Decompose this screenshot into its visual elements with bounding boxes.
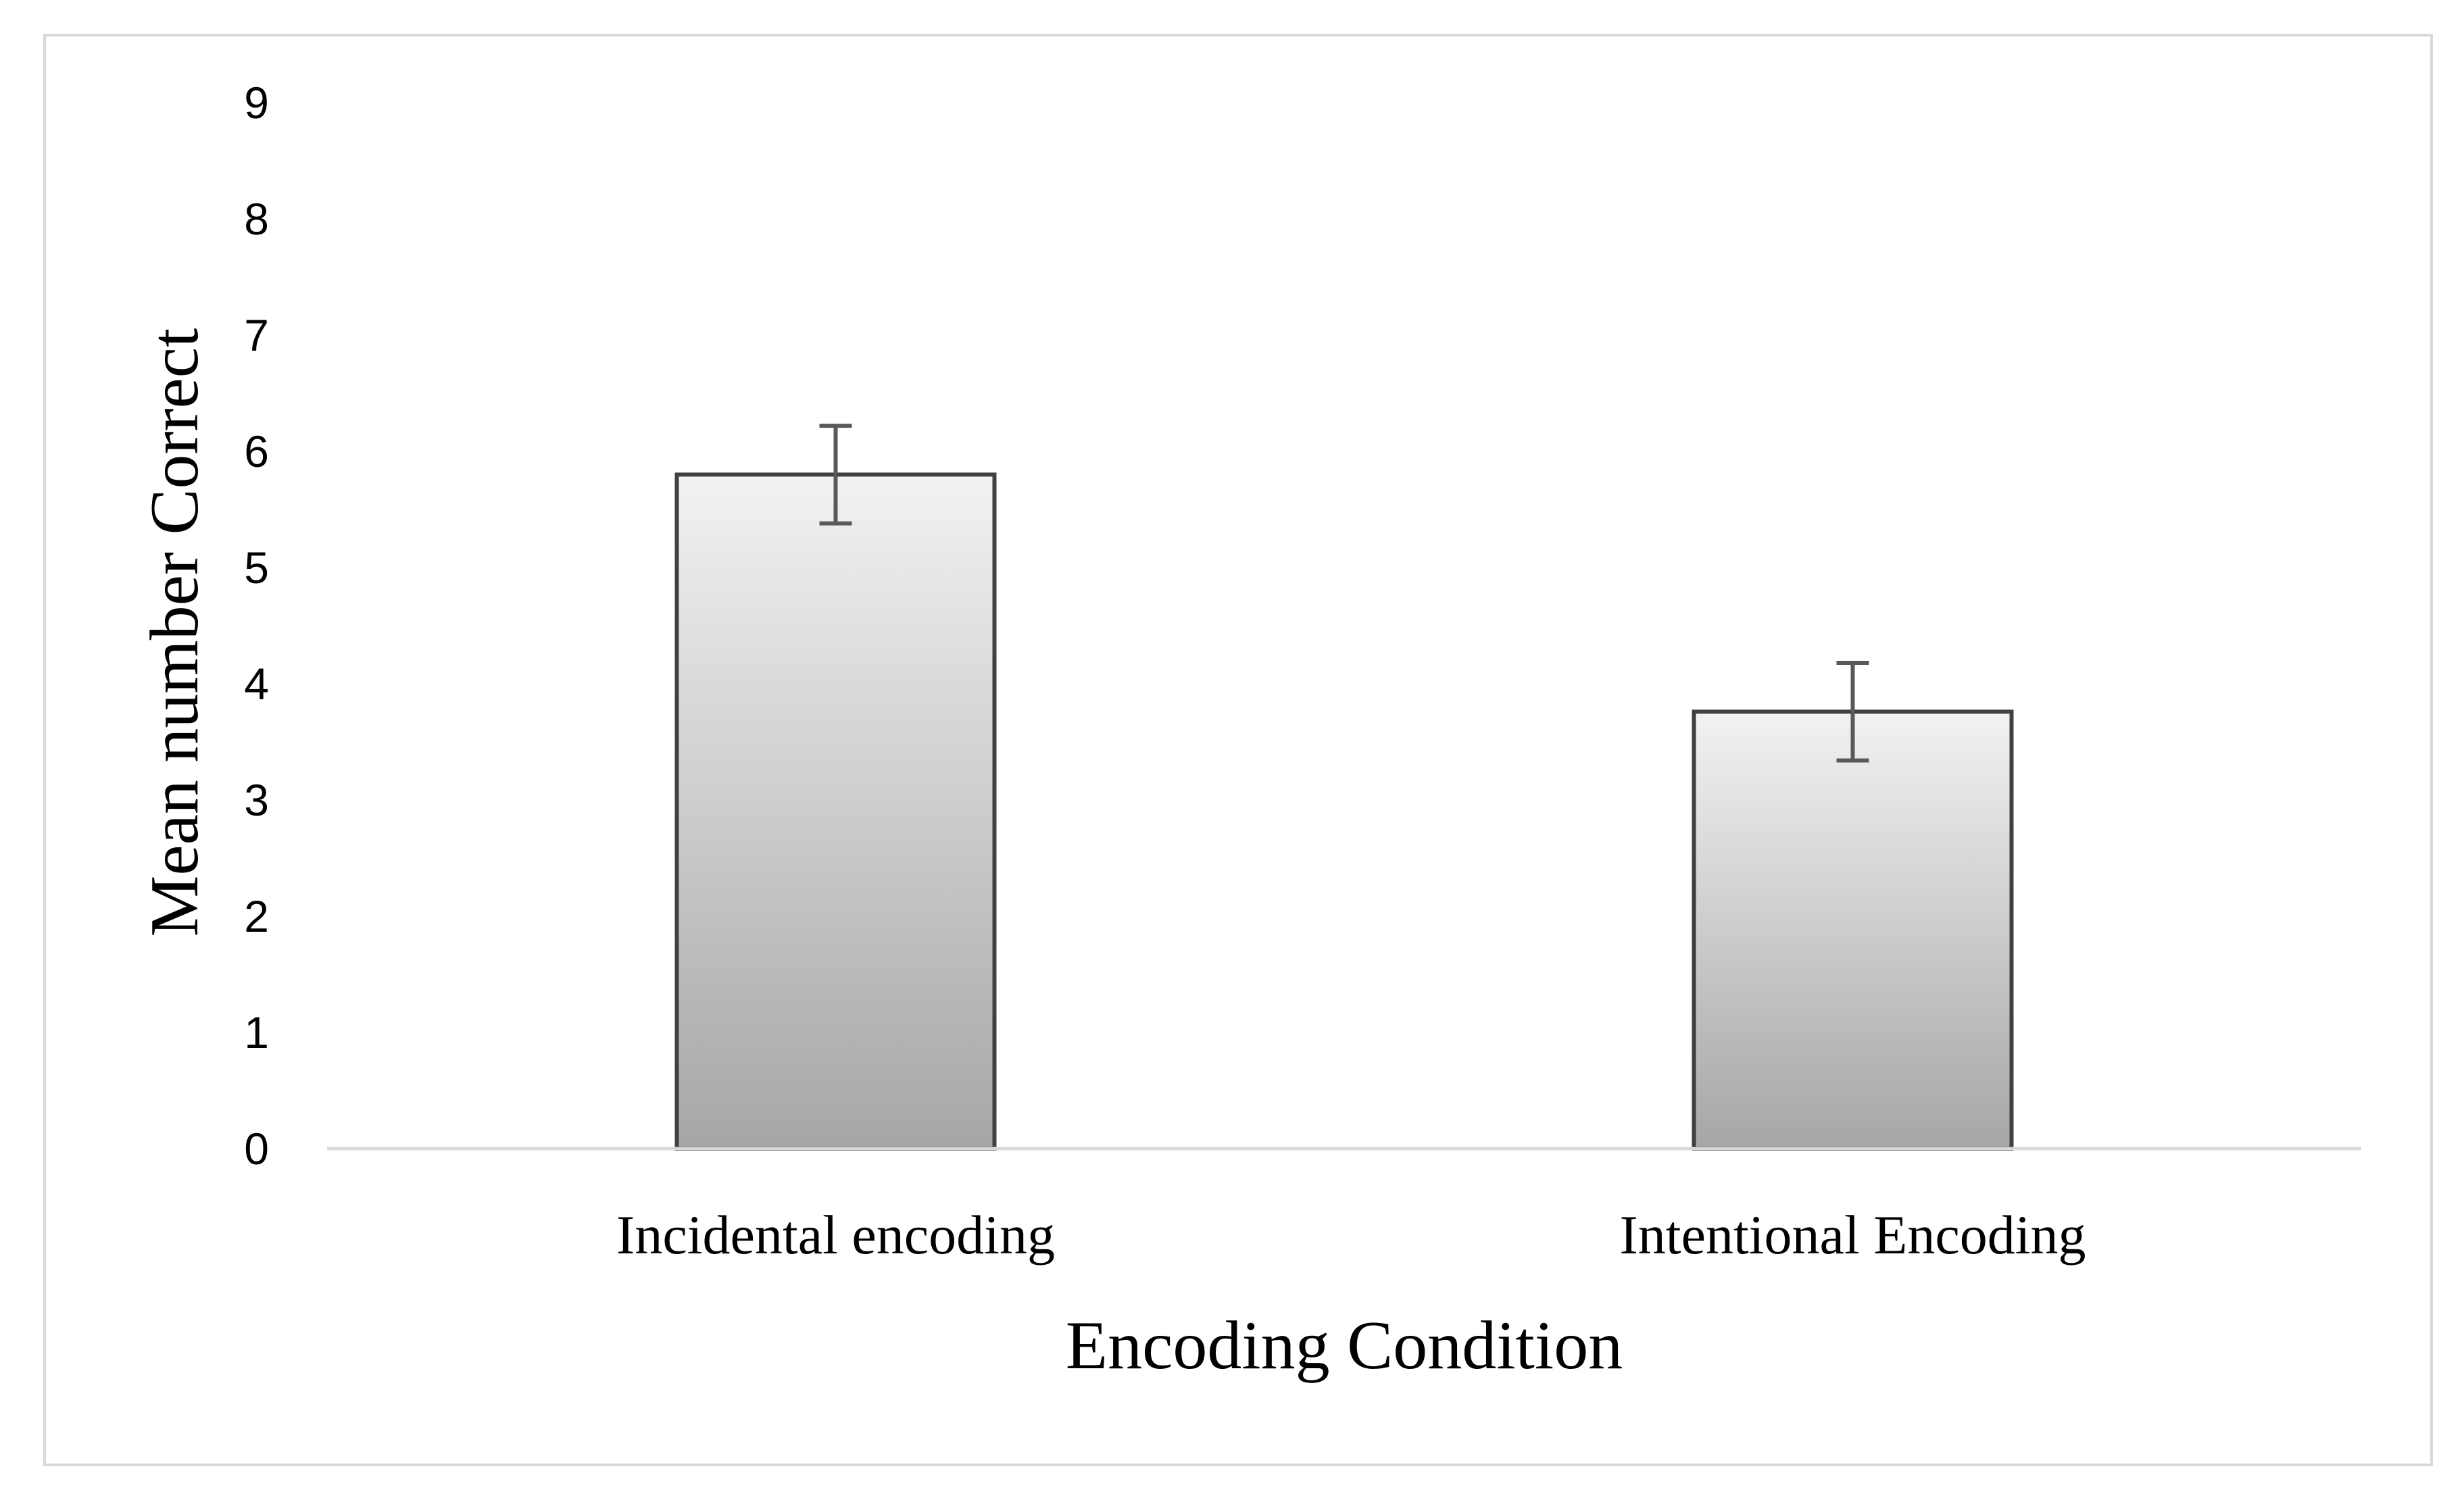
x-category-label: Intentional Encoding [1620, 1204, 2086, 1266]
y-axis-ticks: 0 1 2 3 4 5 6 7 8 9 [244, 78, 269, 1174]
y-tick-label: 5 [244, 543, 269, 593]
bars [674, 472, 2014, 1151]
y-axis-title: Mean number Correct [137, 328, 213, 937]
y-tick-label: 2 [244, 891, 269, 941]
bar [674, 472, 997, 1151]
y-tick-label: 1 [244, 1007, 269, 1057]
category-labels: Incidental encoding Intentional Encoding [616, 1204, 2086, 1266]
y-tick-label: 8 [244, 194, 269, 244]
y-tick-label: 0 [244, 1124, 269, 1174]
x-axis-title: Encoding Condition [1066, 1307, 1623, 1384]
y-tick-label: 3 [244, 775, 269, 825]
error-bar [819, 424, 852, 526]
chart-frame [43, 34, 2433, 1466]
y-tick-label: 7 [244, 310, 269, 360]
error-bars [819, 424, 1869, 763]
y-tick-label: 6 [244, 426, 269, 476]
y-tick-label: 9 [244, 78, 269, 128]
bar [1692, 709, 2014, 1151]
error-bar [1836, 661, 1869, 763]
y-tick-label: 4 [244, 659, 269, 709]
x-category-label: Incidental encoding [616, 1204, 1055, 1266]
